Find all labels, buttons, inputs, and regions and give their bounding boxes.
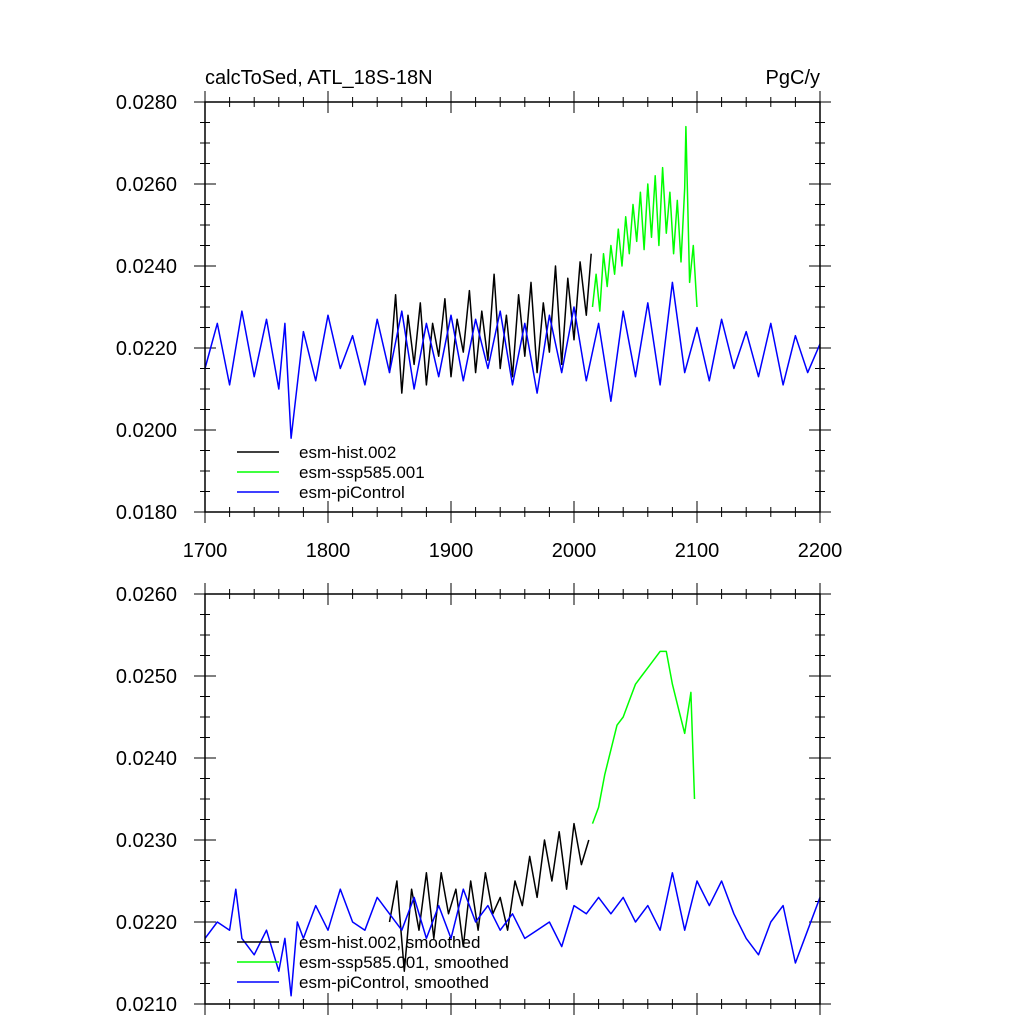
bottom-panel-ticks: 0.0210 0.0220 0.0230 0.0240 0.0250 0.0260: [116, 583, 831, 1016]
y-tick-label: 0.0240: [116, 748, 177, 770]
series-line-2: [591, 650, 696, 824]
y-tick-label: 0.0240: [116, 256, 177, 278]
series-line-1: [388, 822, 590, 972]
y-tick-label: 0.0220: [116, 338, 177, 360]
legend-label: esm-hist.002: [299, 443, 396, 462]
top-panel: calcToSed, ATL_18S-18N PgC/y 1700 1800 190…: [116, 67, 842, 562]
top-panel-frame: [204, 101, 821, 513]
series-line-2: [591, 125, 698, 312]
y-tick-label: 0.0220: [116, 912, 177, 934]
bottom-panel-series: [204, 650, 821, 997]
x-tick-label: 2100: [675, 540, 720, 562]
legend-label: esm-piControl, smoothed: [299, 973, 489, 992]
x-tick-label: 2200: [798, 540, 843, 562]
y-tick-label: 0.0260: [116, 174, 177, 196]
legend-label: esm-ssp585.001, smoothed: [299, 953, 509, 972]
y-tick-label: 0.0210: [116, 994, 177, 1016]
y-tick-label: 0.0200: [116, 420, 177, 442]
top-panel-title: calcToSed, ATL_18S-18N: [205, 67, 433, 89]
top-panel-series: [204, 125, 821, 439]
x-tick-label: 2000: [552, 540, 597, 562]
top-panel-ticks: 1700 1800 1900 2000 2100 2200 0.0180 0.0200 0.02…: [116, 91, 842, 562]
series-line-3: [204, 872, 821, 997]
legend-label: esm-hist.002, smoothed: [299, 933, 480, 952]
legend-label: esm-piControl: [299, 483, 405, 502]
series-line-3: [204, 281, 821, 439]
y-tick-label: 0.0230: [116, 830, 177, 852]
x-tick-label: 1900: [429, 540, 474, 562]
y-tick-label: 0.0250: [116, 666, 177, 688]
top-panel-units: PgC/y: [766, 67, 820, 89]
y-tick-label: 0.0260: [116, 584, 177, 606]
x-tick-label: 1700: [183, 540, 228, 562]
y-tick-label: 0.0180: [116, 502, 177, 524]
y-tick-label: 0.0280: [116, 92, 177, 114]
bottom-panel-frame: [204, 593, 821, 1005]
legend-label: esm-ssp585.001: [299, 463, 425, 482]
series-line-1: [388, 253, 592, 394]
x-tick-label: 1800: [306, 540, 351, 562]
bottom-panel: 0.0210 0.0220 0.0230 0.0240 0.0250 0.0260 esm…: [116, 583, 831, 1016]
